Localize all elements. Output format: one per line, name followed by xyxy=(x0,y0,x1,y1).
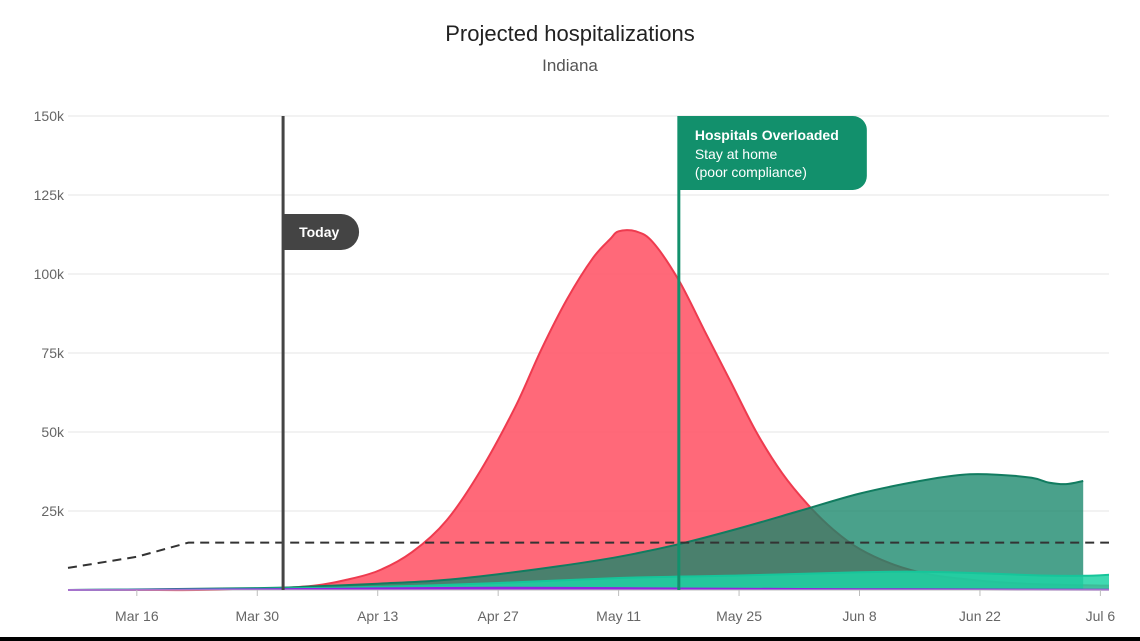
y-tick-label: 150k xyxy=(34,108,65,124)
y-tick-label: 100k xyxy=(34,266,65,282)
y-tick-label: 25k xyxy=(41,503,65,519)
bottom-border xyxy=(0,637,1140,641)
series-lines xyxy=(67,541,1109,569)
annotation-markers: Today Hospitals Overloaded Stay at home (po… xyxy=(281,116,867,590)
overload-flag xyxy=(678,116,867,190)
overload-sublabel-1: Stay at home xyxy=(695,146,778,162)
series-edge-3 xyxy=(67,586,1110,591)
x-tick-label: Jun 22 xyxy=(959,608,1001,624)
y-tick-label: 50k xyxy=(41,424,65,440)
x-tick-label: Apr 27 xyxy=(478,608,519,624)
series-area-0 xyxy=(68,230,1109,591)
x-tick-label: May 11 xyxy=(596,608,641,624)
x-tick-label: Jul 6 xyxy=(1086,608,1116,624)
axes: 150k 125k 100k 75k 50k 25k Mar 16 Mar 30 Apr 13 A… xyxy=(34,108,1116,624)
x-tick-label: Mar 16 xyxy=(115,608,159,624)
series-edge-1 xyxy=(67,473,1084,591)
today-label: Today xyxy=(299,224,339,240)
y-tick-label: 125k xyxy=(34,187,65,203)
x-tick-label: Mar 30 xyxy=(235,608,279,624)
series-area-2 xyxy=(68,571,1109,590)
series-areas xyxy=(67,229,1110,592)
chart-subtitle: Indiana xyxy=(542,56,598,75)
chart-title: Projected hospitalizations xyxy=(445,21,695,46)
capacity-line xyxy=(67,541,1109,569)
overload-sublabel-2: (poor compliance) xyxy=(695,164,807,180)
y-tick-label: 75k xyxy=(41,345,65,361)
today-flag xyxy=(283,214,360,250)
overload-label: Hospitals Overloaded xyxy=(695,127,839,143)
x-tick-label: May 25 xyxy=(716,608,762,624)
x-tick-label: Apr 13 xyxy=(357,608,398,624)
x-tick-label: Jun 8 xyxy=(842,608,876,624)
